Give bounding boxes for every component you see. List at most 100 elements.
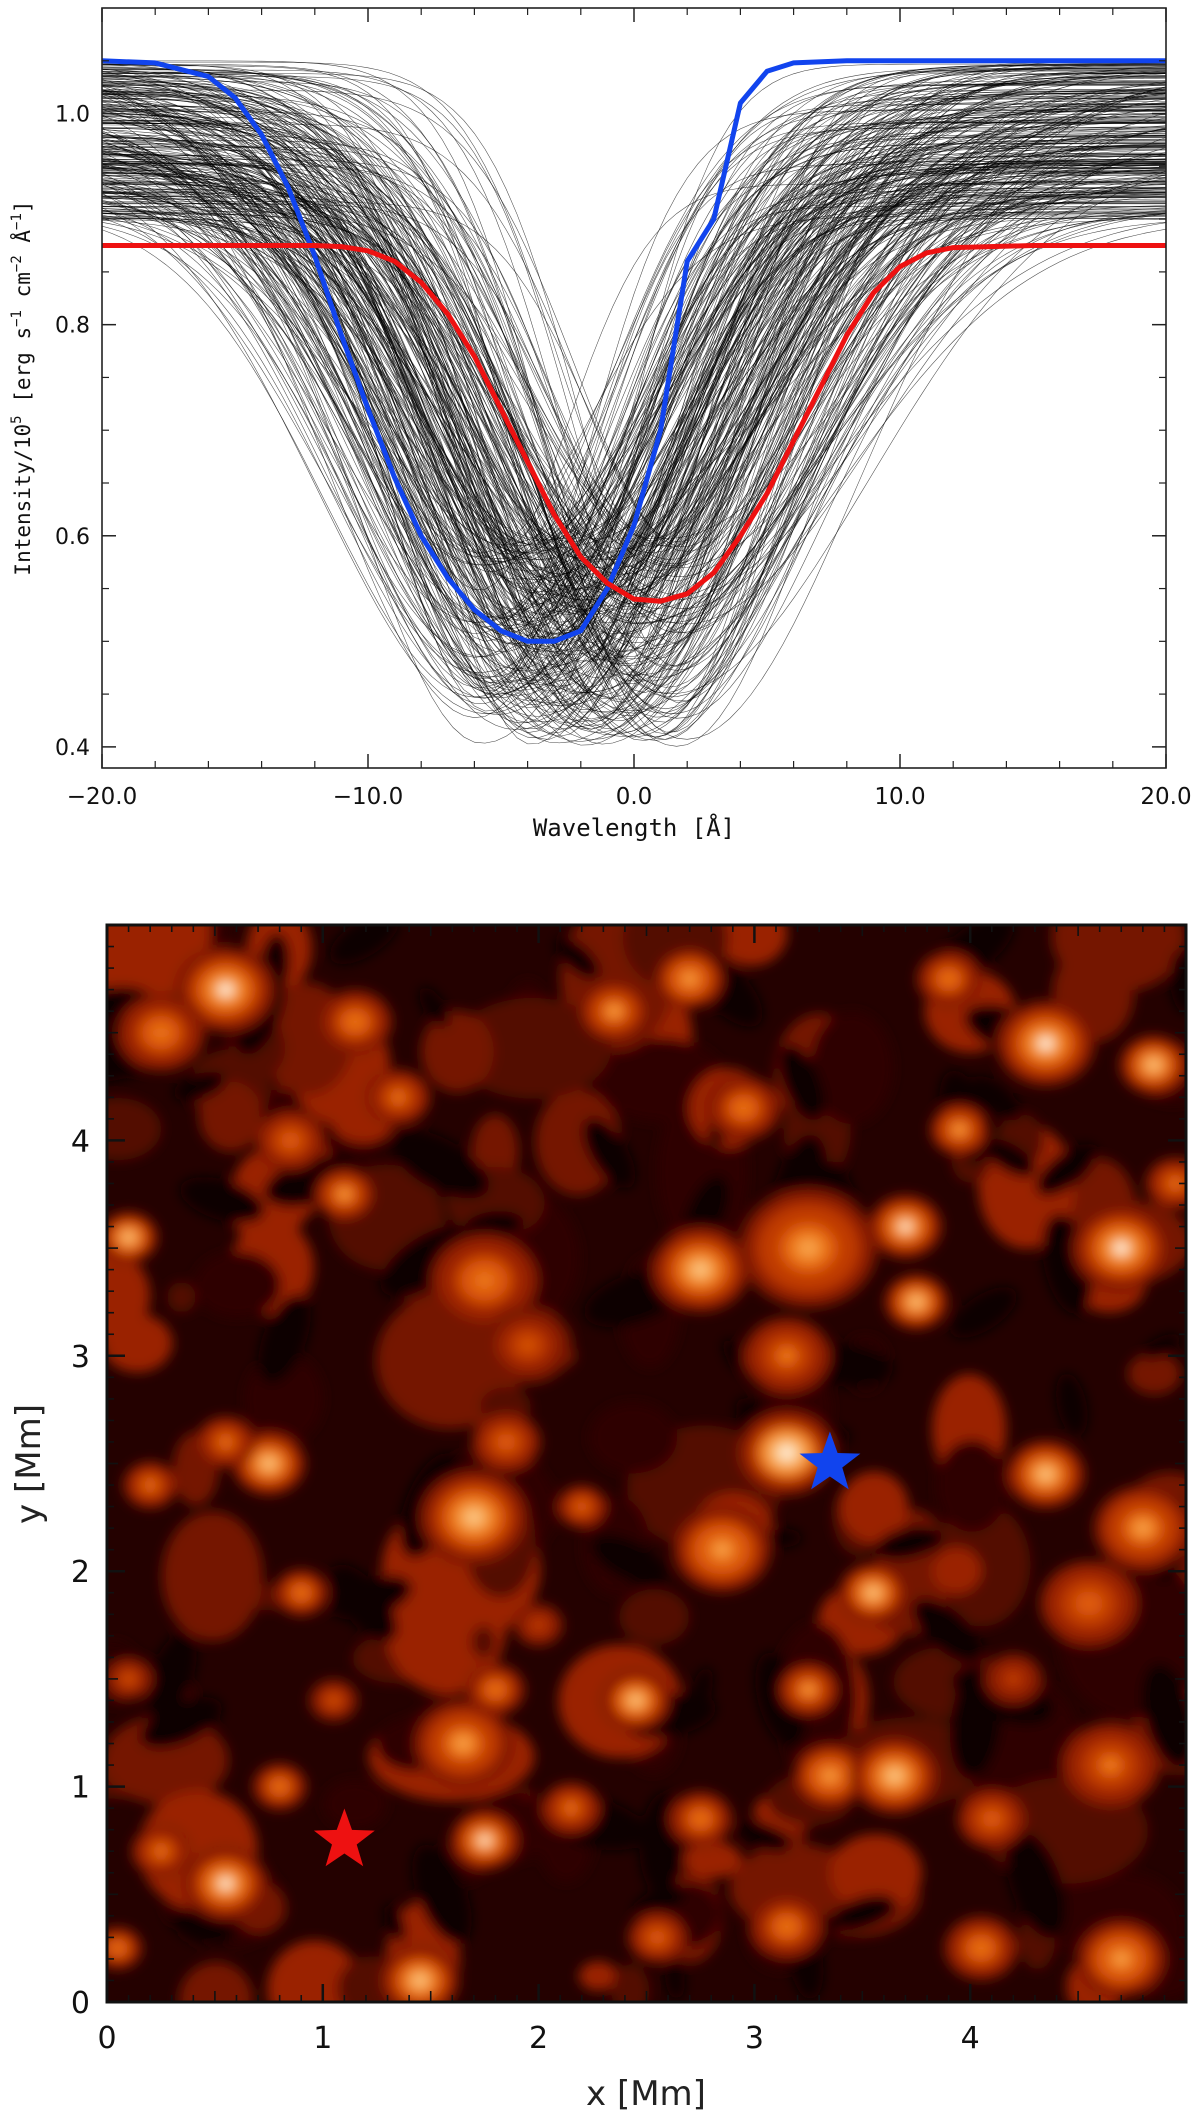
dark-lane <box>1056 1373 1088 1437</box>
texture-blob <box>107 1250 151 1341</box>
texture-blob <box>589 1402 677 1474</box>
background-profile-line <box>102 87 1166 708</box>
granule-contour <box>779 1446 794 1459</box>
background-profile-line <box>102 68 1166 694</box>
granule-contour <box>393 1093 403 1102</box>
dark-lane <box>173 1072 226 1101</box>
background-profile-line <box>102 156 1166 634</box>
dark-lane <box>971 1076 1022 1121</box>
background-profile-line <box>102 205 1166 609</box>
background-profile-line <box>102 130 1166 679</box>
dark-lane <box>383 1903 406 1943</box>
background-profile-line <box>102 191 1166 578</box>
dark-lane <box>329 1564 398 1642</box>
dark-lane <box>555 937 600 979</box>
granule-contour <box>1009 1675 1018 1683</box>
texture-blob <box>322 1779 387 1829</box>
dark-lane <box>984 1138 1036 1178</box>
background-profile-line <box>102 109 1166 608</box>
texture-blob <box>199 1081 263 1152</box>
background-profile-line <box>102 121 1166 545</box>
x-tick-label: −10.0 <box>333 784 403 810</box>
texture-blob <box>107 1097 162 1161</box>
background-profile-line <box>102 163 1166 638</box>
background-profile-line <box>102 101 1166 585</box>
granule-contour <box>609 1006 620 1016</box>
dark-lane <box>380 1225 474 1297</box>
map-y-tick-label: 3 <box>71 1340 90 1375</box>
background-profile-line <box>102 69 1166 647</box>
texture-blob <box>715 925 788 966</box>
granule-contour <box>1170 1179 1180 1188</box>
background-profile-line <box>102 148 1166 665</box>
background-profile-line <box>102 90 1166 623</box>
background-profile-line <box>102 92 1166 740</box>
granule-contour <box>695 1814 706 1823</box>
red-profile-line <box>102 243 1166 604</box>
background-profile-line <box>102 175 1166 684</box>
x-tick-label: 20.0 <box>1140 784 1191 810</box>
x-tick-label: 10.0 <box>874 784 925 810</box>
background-profile-line <box>102 206 1166 670</box>
background-profile-line <box>102 80 1166 659</box>
background-profile-line <box>102 213 1166 553</box>
background-profile-line <box>102 112 1166 623</box>
granule-contour <box>521 1339 535 1351</box>
granule-contour <box>414 1975 426 1986</box>
texture-blob <box>619 1589 690 1645</box>
granule-contour <box>714 1543 730 1556</box>
granule-contour <box>125 1675 133 1682</box>
map-x-tick-label: 3 <box>745 2021 764 2056</box>
texture-blob <box>931 1547 982 1594</box>
background-profile-line <box>102 101 1166 652</box>
granule-contour <box>479 1836 490 1845</box>
background-profile-line <box>102 84 1166 586</box>
texture-blob <box>839 1471 909 1543</box>
granule-contour <box>781 1921 793 1932</box>
background-profile-line <box>102 211 1166 713</box>
map-x-tick-label: 4 <box>961 2021 980 2056</box>
dark-lane <box>1036 1143 1097 1196</box>
granule-contour <box>868 1588 879 1598</box>
dark-lane <box>390 1129 489 1199</box>
granule-contour <box>124 1233 133 1242</box>
granule-contour <box>455 1737 471 1750</box>
y-tick-label: 0.4 <box>55 736 90 761</box>
granule-contour <box>780 1350 794 1362</box>
background-profile-line <box>102 97 1166 615</box>
dark-lane <box>830 1894 897 1931</box>
background-profile-line <box>102 73 1166 546</box>
map-y-tick-label: 0 <box>71 1986 90 2021</box>
granule-contour <box>888 1770 902 1782</box>
granule-contour <box>824 1771 836 1781</box>
background-profile-line <box>102 119 1166 569</box>
background-profile-line <box>102 114 1166 712</box>
background-profile-line <box>102 133 1166 593</box>
granule-contour <box>297 1589 306 1597</box>
highlighted-profiles <box>102 58 1166 644</box>
background-profile-line <box>102 132 1166 580</box>
dark-lane <box>778 1044 825 1121</box>
background-profile-line <box>102 99 1166 591</box>
granule-contour <box>1103 1758 1118 1772</box>
background-profile-line <box>102 188 1166 671</box>
background-profile-line <box>102 117 1166 566</box>
dark-lane <box>590 1534 669 1586</box>
texture-blob <box>936 1439 1008 1532</box>
granule-contour <box>944 974 954 983</box>
granule-contour <box>798 1239 819 1257</box>
dark-lane <box>412 1844 472 1944</box>
map-x-tick-label: 2 <box>529 2021 548 2056</box>
granule-contour <box>535 1621 543 1629</box>
background-profile-line <box>102 73 1166 644</box>
dark-lane <box>419 987 449 1027</box>
background-profile-line <box>102 89 1166 548</box>
texture-blob <box>471 1625 496 1659</box>
texture-blob <box>178 1961 254 2002</box>
y-tick-label: 0.8 <box>55 314 90 339</box>
dark-lane <box>950 1669 1001 1779</box>
background-profile-line <box>102 146 1166 621</box>
background-profile-line <box>102 194 1166 742</box>
background-profile-line <box>102 112 1166 721</box>
background-profile-line <box>102 207 1166 655</box>
